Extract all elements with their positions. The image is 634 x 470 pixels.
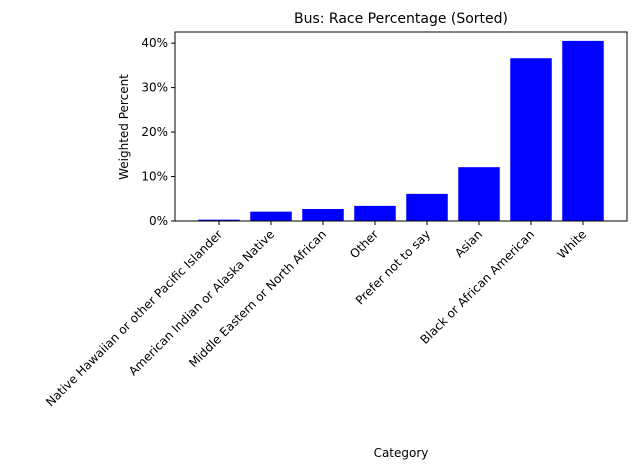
x-axis-ticks: Native Hawaiian or other Pacific Islande… xyxy=(43,221,589,409)
bar xyxy=(250,211,292,221)
bar xyxy=(562,40,604,221)
y-tick-label: 30% xyxy=(141,81,168,95)
bar xyxy=(354,205,396,221)
bar xyxy=(510,58,552,222)
x-axis-label: Category xyxy=(374,446,429,460)
bar xyxy=(198,219,240,221)
plot-frame xyxy=(174,31,628,222)
y-axis-label: Weighted Percent xyxy=(117,74,131,180)
bar xyxy=(406,193,448,221)
chart-title: Bus: Race Percentage (Sorted) xyxy=(294,11,508,27)
x-tick-label: Black or African American xyxy=(418,227,538,347)
x-tick-label: Native Hawaiian or other Pacific Islande… xyxy=(43,227,225,409)
bars-group xyxy=(198,40,604,222)
y-tick-label: 10% xyxy=(141,170,168,184)
x-tick-label: Asian xyxy=(452,227,485,260)
y-axis-ticks: 0% 10% 20% 30% 40% xyxy=(141,36,175,228)
bar xyxy=(302,208,344,221)
y-tick-label: 40% xyxy=(141,36,168,50)
x-tick-label: White xyxy=(555,227,590,262)
y-tick-label: 0% xyxy=(149,214,168,228)
bar xyxy=(458,167,500,221)
y-tick-label: 20% xyxy=(141,125,168,139)
x-tick-label: Other xyxy=(347,227,381,261)
